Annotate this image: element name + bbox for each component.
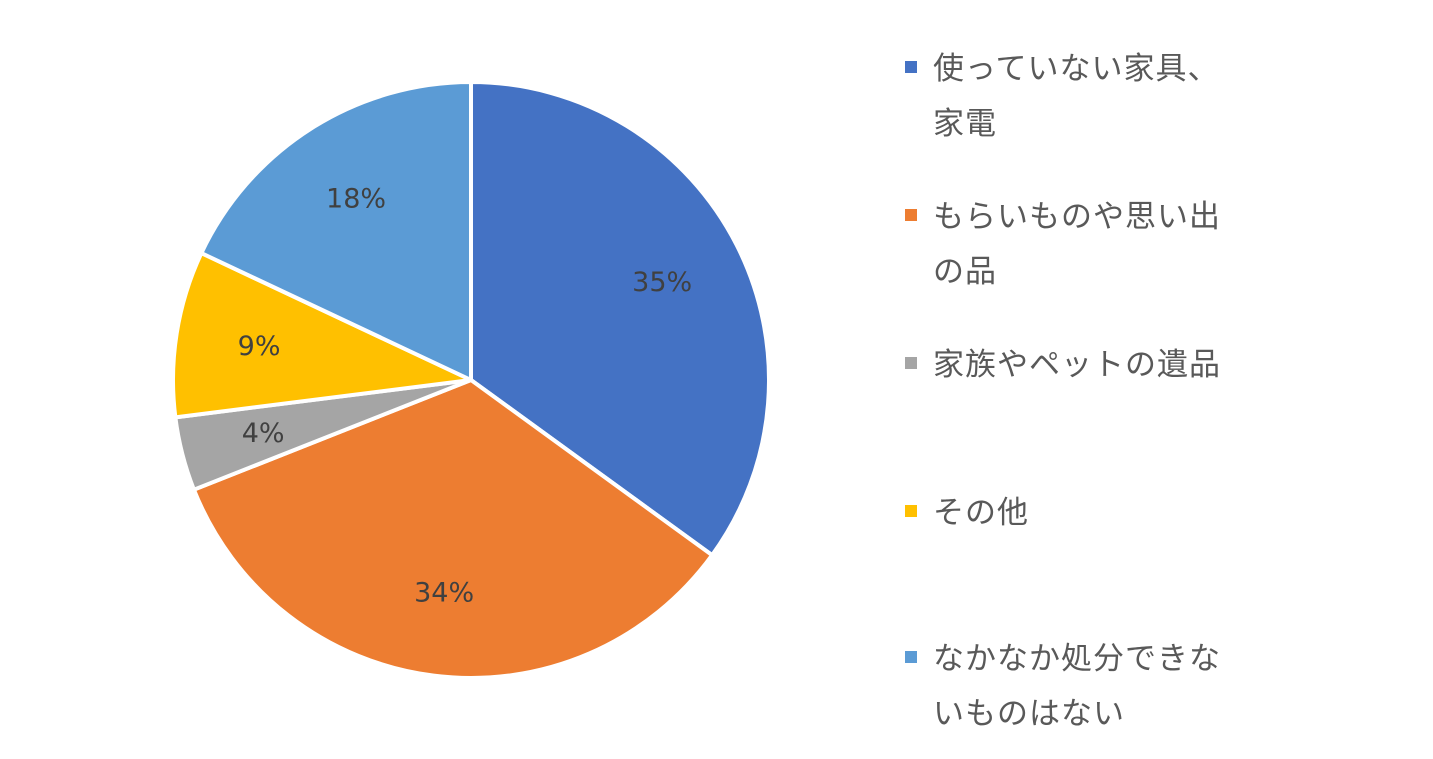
pie-data-label-2: 4% xyxy=(242,418,285,449)
legend-label-3-line1: その他 xyxy=(933,495,1029,531)
legend-label-2-line1: 家族やペットの遺品 xyxy=(933,347,1221,383)
legend-label-4: なかなか処分できな いものはない xyxy=(933,632,1253,742)
legend-label-0: 使っていない家具、 家電 xyxy=(933,42,1253,152)
legend-label-4-line2: いものはない xyxy=(933,696,1125,732)
pie-slice-3 xyxy=(171,251,473,420)
legend-swatch-4 xyxy=(905,651,917,663)
pie-data-label-1: 34% xyxy=(414,577,474,608)
pie-data-label-4: 18% xyxy=(326,183,386,214)
pie-slice-1 xyxy=(191,378,715,680)
legend-label-3: その他 xyxy=(933,486,1253,541)
legend-swatch-3 xyxy=(905,505,917,517)
legend-swatch-1 xyxy=(905,209,917,221)
legend-label-1: もらいものや思い出 の品 xyxy=(933,190,1253,300)
pie-data-labels: 35% 34% 4% 9% 18% xyxy=(238,183,693,608)
legend-label-0-line2: 家電 xyxy=(933,106,997,142)
pie-data-label-3: 9% xyxy=(238,331,281,362)
legend-label-1-line2: の品 xyxy=(933,254,997,290)
legend-swatch-0 xyxy=(905,61,917,73)
pie-plot-area: 35% 34% 4% 9% 18% xyxy=(171,80,771,680)
legend-label-2: 家族やペットの遺品 xyxy=(933,338,1253,393)
pie-data-label-0: 35% xyxy=(632,267,692,298)
legend: 使っていない家具、 家電 もらいものや思い出 の品 家族やペットの遺品 その他 xyxy=(905,42,1265,742)
pie-slices xyxy=(171,80,771,680)
legend-label-0-line1: 使っていない家具、 xyxy=(933,51,1220,87)
pie-slice-0 xyxy=(469,80,771,558)
legend-swatch-2 xyxy=(905,357,917,369)
pie-slice-4 xyxy=(199,80,473,382)
legend-label-4-line1: なかなか処分できな xyxy=(933,641,1221,677)
legend-label-1-line1: もらいものや思い出 xyxy=(933,199,1221,235)
